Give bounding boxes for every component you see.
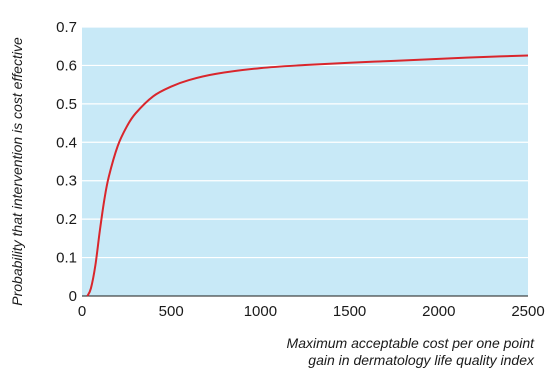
y-tick-label: 0.6 — [56, 57, 77, 74]
x-tick-label: 2500 — [511, 303, 544, 320]
y-tick-labels: 0 0.1 0.2 0.3 0.4 0.5 0.6 0.7 — [56, 19, 77, 305]
y-tick-label: 0.2 — [56, 211, 77, 228]
x-tick-labels: 0 500 1000 1500 2000 2500 — [78, 303, 545, 320]
x-tick-label: 500 — [159, 303, 184, 320]
x-tick-label: 0 — [78, 303, 86, 320]
series-line — [86, 54, 529, 297]
y-axis-title: Probability that intervention is cost ef… — [9, 37, 25, 306]
y-tick-label: 0.1 — [56, 250, 77, 267]
x-axis-title-line-1: Maximum acceptable cost per one point — [287, 335, 536, 351]
x-axis-title-line-2: gain in dermatology life quality index — [308, 352, 535, 368]
x-tick-label: 1000 — [244, 303, 277, 320]
x-tick-label: 2000 — [422, 303, 455, 320]
y-tick-label: 0.4 — [56, 134, 77, 151]
plot-area — [82, 27, 528, 296]
x-tick-label: 1500 — [333, 303, 366, 320]
y-tick-label: 0.5 — [56, 96, 77, 113]
y-tick-label: 0.3 — [56, 173, 77, 190]
y-tick-label: 0.7 — [56, 19, 77, 36]
y-tick-label: 0 — [69, 288, 77, 305]
